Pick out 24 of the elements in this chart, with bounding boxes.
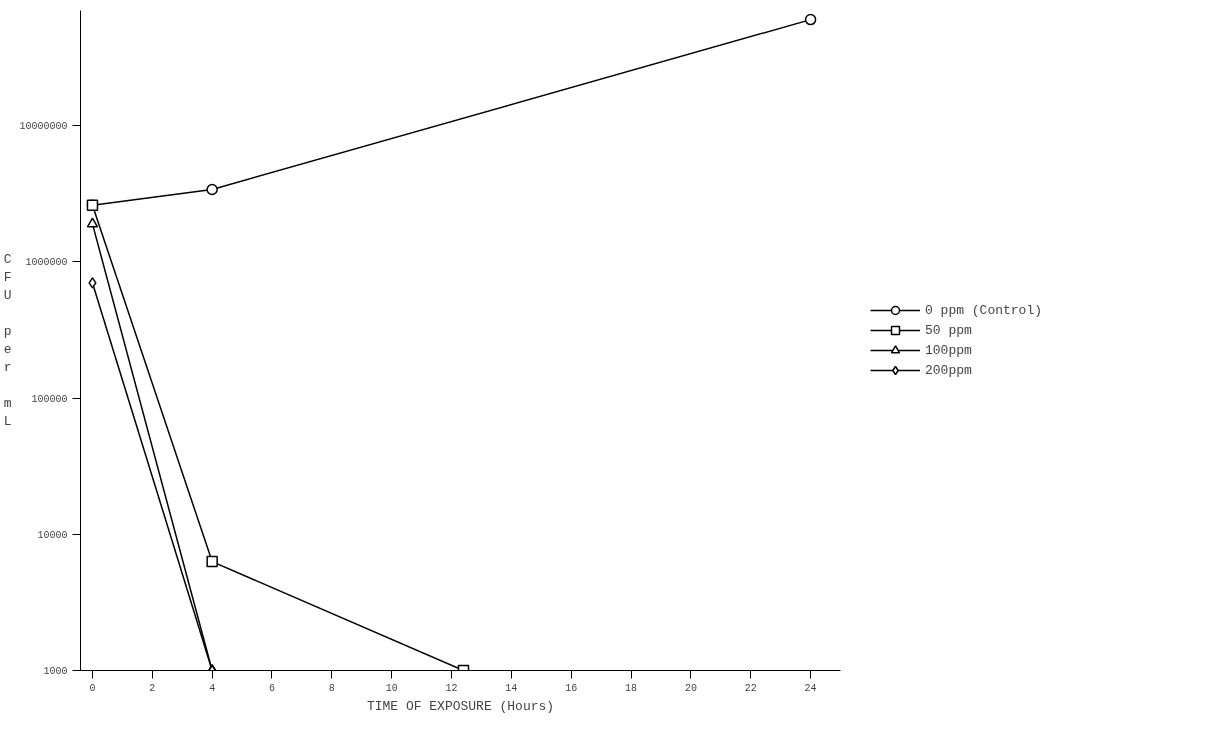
y-tick-label: 10000 [37, 529, 68, 541]
text: CFU per mL [3, 252, 12, 429]
x-axis-title: TIME OF EXPOSURE (Hours) [366, 698, 555, 714]
x-tick-label: 4 [209, 682, 216, 694]
x-tick-label: 10 [385, 682, 398, 694]
y-tick-label: 1000000 [25, 257, 68, 269]
x-tick-label: 24 [804, 682, 817, 694]
legend-label: 200ppm [925, 362, 972, 378]
y-tick-label: 1000 [43, 666, 68, 677]
x-tick-label: 0 [89, 682, 96, 694]
x-tick-label: 8 [328, 682, 335, 694]
x-tick-label: 2 [149, 682, 156, 694]
y-tick-label: 10000000 [19, 121, 68, 133]
x-tick-label: 16 [565, 682, 578, 694]
legend-label: 0 ppm (Control) [925, 302, 1043, 318]
x-tick-label: 18 [625, 682, 638, 694]
x-tick-label: 20 [684, 682, 697, 694]
x-tick-label: 14 [505, 682, 518, 694]
y-tick-label: 100000 [31, 393, 68, 405]
x-tick-label: 6 [269, 682, 276, 694]
x-tick-label: 22 [744, 682, 757, 694]
legend-label: 100ppm [925, 342, 972, 358]
legend-label: 50 ppm [925, 322, 972, 338]
x-tick-label: 12 [445, 682, 458, 694]
